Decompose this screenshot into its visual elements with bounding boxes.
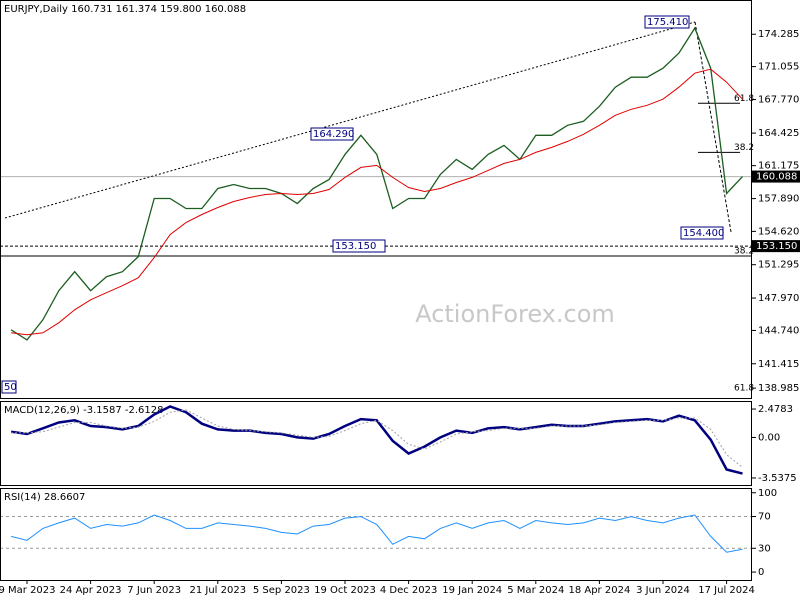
y-tick-label: 30 <box>758 543 771 554</box>
y-tick-label: 147.970 <box>758 293 799 304</box>
fib-label: 38.2 <box>734 246 754 256</box>
annotation: 153.150 <box>335 241 376 252</box>
annotation-box <box>310 127 354 141</box>
y-tick-label: 171.055 <box>758 62 799 73</box>
x-tick-label: 5 Sep 2023 <box>253 585 310 596</box>
support-label: 153.150 <box>756 241 797 252</box>
trend-line <box>694 21 732 233</box>
x-tick-label: 4 Dec 2023 <box>380 585 438 596</box>
x-tick-label: 19 Jan 2024 <box>442 585 502 596</box>
y-tick-label: 0 <box>758 567 764 578</box>
annotation-box <box>680 226 724 240</box>
support-label-box <box>752 240 800 253</box>
x-tick-label: 9 Mar 2023 <box>0 585 56 596</box>
series-line <box>10 514 743 553</box>
series-line <box>11 68 743 336</box>
annotation: 164.290 <box>313 129 354 140</box>
y-tick-label: 167.770 <box>758 95 799 106</box>
x-tick-label: 21 Jul 2023 <box>189 585 246 596</box>
panel-title: EURJPY,Daily 160.731 161.374 159.800 160… <box>4 4 246 15</box>
y-tick-label: 138.985 <box>758 383 799 394</box>
annotation-box <box>1 380 17 394</box>
y-tick-label: 141.415 <box>758 359 799 370</box>
y-tick-label: 70 <box>758 512 771 523</box>
y-tick-label: 151.295 <box>758 260 799 271</box>
annotation: 175.410 <box>647 17 688 28</box>
x-tick-label: 3 Jun 2024 <box>636 585 690 596</box>
annotation: 50 <box>4 382 17 393</box>
annotation-box <box>644 15 690 29</box>
x-tick-label: 18 Apr 2024 <box>568 585 630 596</box>
panel-frame <box>0 401 752 486</box>
x-tick-label: 19 Oct 2023 <box>314 585 376 596</box>
panel-frame <box>0 488 752 581</box>
price-label: 160.088 <box>756 172 797 183</box>
annotation: 154.400 <box>683 228 724 239</box>
under-layer: ActionForex.com <box>0 102 752 549</box>
x-tick-label: 24 Apr 2023 <box>60 585 122 596</box>
y-tick-label: 154.620 <box>758 226 799 237</box>
panel-title: RSI(14) 28.6607 <box>4 492 85 503</box>
series-line <box>10 405 743 475</box>
x-tick-label: 5 Mar 2024 <box>507 585 564 596</box>
fib-label: 38.2 <box>734 143 754 153</box>
y-tick-label: 157.890 <box>758 194 799 205</box>
annotation-box <box>332 239 386 253</box>
x-tick-label: 7 Jun 2023 <box>127 585 181 596</box>
y-tick-label: 164.425 <box>758 128 799 139</box>
y-tick-label: 174.285 <box>758 29 799 40</box>
watermark: ActionForex.com <box>415 300 615 328</box>
y-tick-label: -3.5375 <box>758 473 797 484</box>
trend-line <box>4 21 696 219</box>
y-tick-label: 0.00 <box>758 432 780 443</box>
y-tick-label: 144.740 <box>758 325 799 336</box>
x-tick-label: 17 Jul 2024 <box>698 585 755 596</box>
fib-label: 61.8 <box>734 383 754 393</box>
y-tick-label: 161.175 <box>758 161 799 172</box>
y-tick-label: 2.4783 <box>758 404 793 415</box>
series-line <box>10 26 743 341</box>
fib-label: 61.8 <box>734 94 754 104</box>
panel-frame <box>0 0 752 399</box>
y-tick-label: 100 <box>758 488 777 499</box>
panel-title: MACD(12,26,9) -3.1587 -2.6128 <box>4 405 164 416</box>
price-label-box <box>752 170 800 183</box>
